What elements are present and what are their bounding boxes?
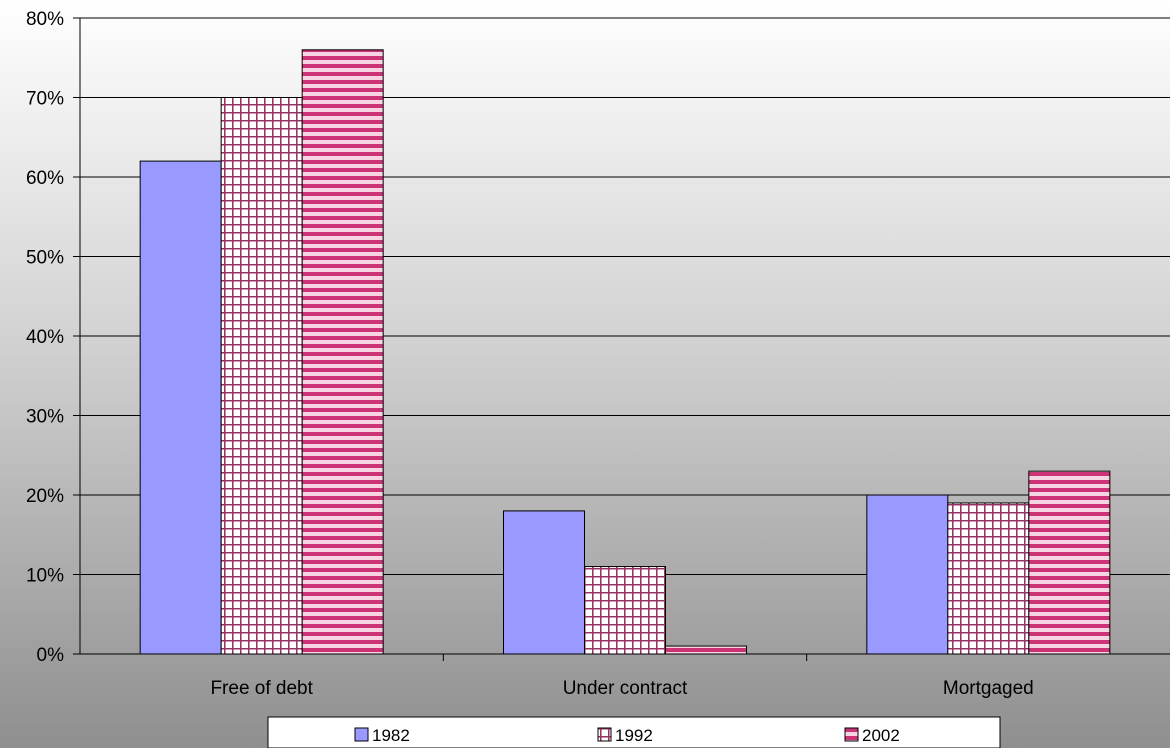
y-tick-label: 0% bbox=[37, 645, 65, 666]
bar-2002-mortgaged bbox=[1028, 470, 1111, 655]
bar-1992-free-of-debt bbox=[220, 97, 303, 655]
axes: 0% 10% 20% 30% 40% 50% 60% 70% 80% Free of debt Un… bbox=[26, 9, 1170, 699]
legend-swatch-1982 bbox=[354, 727, 369, 742]
y-tick-label: 50% bbox=[26, 248, 64, 269]
y-tick-label: 80% bbox=[26, 9, 64, 30]
bar-1982-free-of-debt bbox=[139, 160, 222, 655]
legend-label-1992: 1992 bbox=[615, 726, 653, 745]
y-tick-label: 70% bbox=[26, 89, 64, 110]
legend-label-1982: 1982 bbox=[372, 726, 410, 745]
bar-1982-mortgaged bbox=[866, 494, 949, 655]
bars bbox=[139, 49, 1111, 655]
legend-label-2002: 2002 bbox=[862, 726, 900, 745]
y-tick-label: 60% bbox=[26, 168, 64, 189]
legend-box bbox=[267, 716, 1001, 748]
y-tick-label: 20% bbox=[26, 486, 64, 507]
bar-2002-under-contract bbox=[665, 645, 747, 655]
x-tick-label: Free of debt bbox=[210, 678, 313, 699]
legend-swatch-2002 bbox=[844, 727, 859, 742]
y-tick-label: 10% bbox=[26, 566, 64, 587]
bar-2002-free-of-debt bbox=[301, 49, 384, 655]
legend: 1982 1992 2002 bbox=[267, 716, 1001, 748]
x-tick-label: Under contract bbox=[563, 678, 688, 699]
x-tick-label: Mortgaged bbox=[943, 678, 1034, 699]
bar-1982-under-contract bbox=[503, 510, 585, 655]
y-tick-label: 30% bbox=[26, 407, 64, 428]
bar-1992-under-contract bbox=[584, 566, 666, 655]
y-tick-label: 40% bbox=[26, 327, 64, 348]
bar-1992-mortgaged bbox=[947, 502, 1030, 655]
legend-swatch-1992 bbox=[597, 727, 612, 742]
